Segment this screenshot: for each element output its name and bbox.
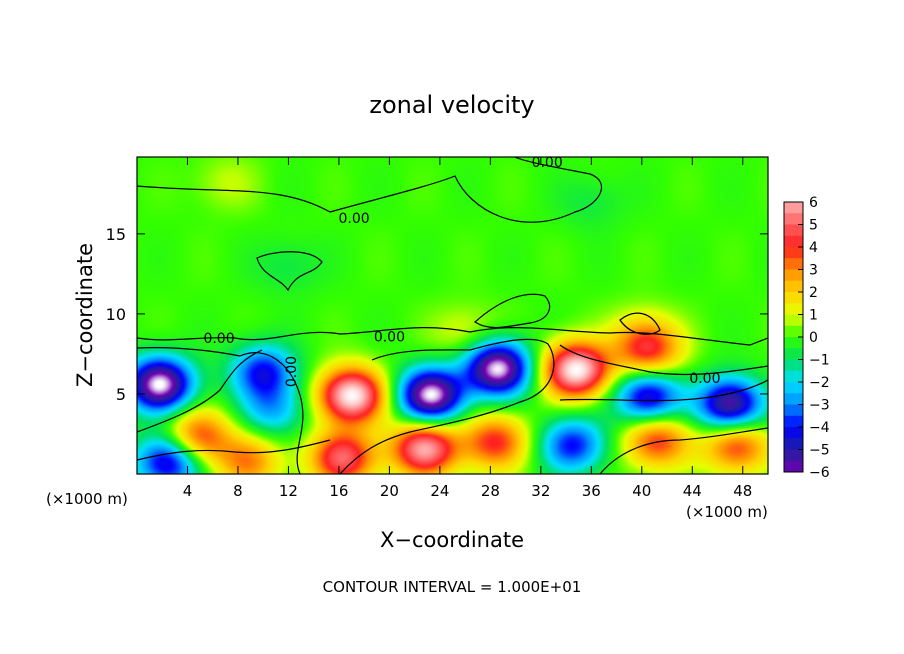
- x-tick-label: 36: [582, 482, 601, 500]
- contour-label: 0.00: [338, 211, 369, 227]
- colorbar-swatch: [784, 202, 803, 214]
- zero-contour-line: [559, 379, 768, 402]
- x-axis-ticks: 4 8 12 16 20 24 28 32 36 40 44 48: [183, 157, 752, 500]
- zero-contour-line: [137, 439, 331, 461]
- colorbar-tick-label: −2: [809, 375, 830, 391]
- x-tick-label: 28: [481, 482, 500, 500]
- colorbar-tick-label: 0: [809, 330, 818, 346]
- colorbar-swatch: [784, 213, 803, 225]
- colorbar-swatch: [784, 348, 803, 360]
- y-axis-label: Z−coordinate: [73, 243, 97, 387]
- x-tick-label: 24: [430, 482, 449, 500]
- colorbar-swatch: [784, 449, 803, 462]
- colorbar-swatch: [784, 258, 803, 270]
- colorbar-swatch: [784, 224, 803, 237]
- x-tick-label: 16: [329, 482, 348, 500]
- colorbar-swatch: [784, 460, 803, 473]
- velocity-field: [137, 157, 768, 474]
- y-tick-label: 15: [106, 225, 126, 244]
- x-axis-label: X−coordinate: [380, 528, 524, 552]
- x-tick-label: 32: [531, 482, 550, 500]
- colorbar-swatch: [784, 269, 803, 282]
- colorbar-swatch: [784, 280, 803, 293]
- colorbar-tick-label: −4: [809, 420, 830, 436]
- colorbar-swatch: [784, 337, 803, 349]
- zero-contour-line: [137, 347, 304, 474]
- x-tick-label: 44: [683, 482, 702, 500]
- colorbar-swatch: [784, 393, 803, 405]
- contour-label: 0.00: [689, 371, 720, 387]
- zero-contour-line: [619, 312, 661, 335]
- chart-title: zonal velocity: [369, 91, 534, 119]
- zero-contour-line: [339, 338, 555, 474]
- colorbar-tick-label: −6: [809, 465, 830, 481]
- x-tick-label: 8: [233, 482, 243, 500]
- colorbar-tick-label: −1: [809, 353, 830, 369]
- colorbar-tick-label: −3: [809, 398, 830, 414]
- contour-interval-note: CONTOUR INTERVAL = 1.000E+01: [323, 578, 582, 596]
- x-tick-label: 4: [183, 482, 193, 500]
- contour-label: 0.00: [203, 331, 234, 347]
- contour-label: 0.00: [532, 155, 563, 171]
- contour-labels: 0.00 0.00 0.00 0.00 0.00 0.00: [203, 155, 720, 387]
- colorbar-swatch: [784, 292, 803, 304]
- colorbar-swatch: [784, 325, 803, 338]
- x-unit-right: (×1000 m): [686, 503, 768, 521]
- colorbar-swatch: [784, 404, 803, 417]
- plot-area: 0.00 0.00 0.00 0.00 0.00 0.00: [136, 155, 769, 475]
- colorbar-swatch: [784, 382, 803, 394]
- colorbar-swatch: [784, 359, 803, 372]
- x-tick-label: 48: [733, 482, 752, 500]
- colorbar-swatch: [784, 247, 803, 259]
- x-tick-label: 12: [279, 482, 298, 500]
- colorbar-swatch: [784, 303, 803, 315]
- zero-contour-line: [256, 251, 323, 292]
- colorbar-swatch: [784, 235, 803, 248]
- colorbar-swatch: [784, 415, 803, 428]
- y-tick-label: 10: [106, 305, 126, 324]
- colorbar-tick-label: 3: [809, 263, 818, 279]
- colorbar-tick-label: 2: [809, 285, 818, 301]
- plot-frame: [136, 156, 769, 475]
- colorbar-tick-label: 6: [809, 195, 818, 211]
- zero-contour-line: [137, 157, 603, 223]
- contour-label: 0.00: [374, 329, 405, 345]
- zero-contour-line: [137, 349, 263, 433]
- y-axis-ticks: 5 10 15: [106, 225, 768, 404]
- x-tick-label: 20: [380, 482, 399, 500]
- colorbar-swatch: [784, 438, 803, 450]
- colorbar-tick-label: −5: [809, 443, 830, 459]
- colorbar: 6 5 4 3 2 1 0 −1 −2 −3 −4 −5 −6: [783, 195, 830, 481]
- colorbar-tick-label: 4: [809, 240, 818, 256]
- y-tick-label: 5: [116, 385, 126, 404]
- colorbar-swatch: [784, 314, 803, 327]
- colorbar-tick-label: 1: [809, 308, 818, 324]
- x-tick-label: 40: [632, 482, 651, 500]
- zero-contour-line: [474, 293, 551, 329]
- zero-contours: [137, 157, 768, 474]
- x-unit-left: (×1000 m): [46, 490, 128, 508]
- zero-contour-line: [559, 344, 768, 376]
- contour-label: 0.00: [284, 356, 300, 387]
- colorbar-tick-label: 5: [809, 218, 818, 234]
- colorbar-swatch: [784, 370, 803, 383]
- colorbar-swatch: [784, 427, 803, 439]
- zero-contour-line: [599, 427, 768, 474]
